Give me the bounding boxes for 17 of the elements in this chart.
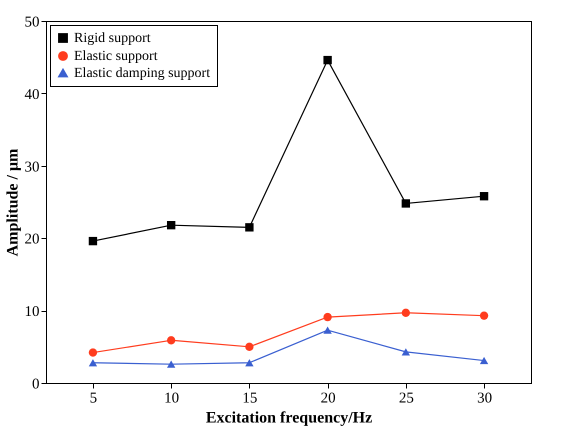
y-tick-label: 20 <box>24 232 40 248</box>
x-tick-label: 30 <box>477 390 492 406</box>
x-axis-title: Excitation frequency/Hz <box>206 410 372 426</box>
legend-label: Elastic support <box>74 49 158 64</box>
y-tick-label: 10 <box>24 304 40 320</box>
y-tick-label: 0 <box>32 376 40 392</box>
x-tick-label: 10 <box>164 390 180 406</box>
x-tick-label: 15 <box>242 390 258 406</box>
x-tick-label: 25 <box>398 390 414 406</box>
x-tick-label: 20 <box>320 390 336 406</box>
y-axis-title: Amplitude / μm <box>4 148 22 256</box>
y-tick-label: 30 <box>24 159 40 176</box>
legend-label: Rigid support <box>74 31 151 46</box>
y-tick-label: 50 <box>24 14 40 30</box>
y-tick-label: 40 <box>24 86 40 103</box>
x-tick-label: 5 <box>90 390 98 406</box>
legend-label: Elastic damping support <box>74 66 210 81</box>
